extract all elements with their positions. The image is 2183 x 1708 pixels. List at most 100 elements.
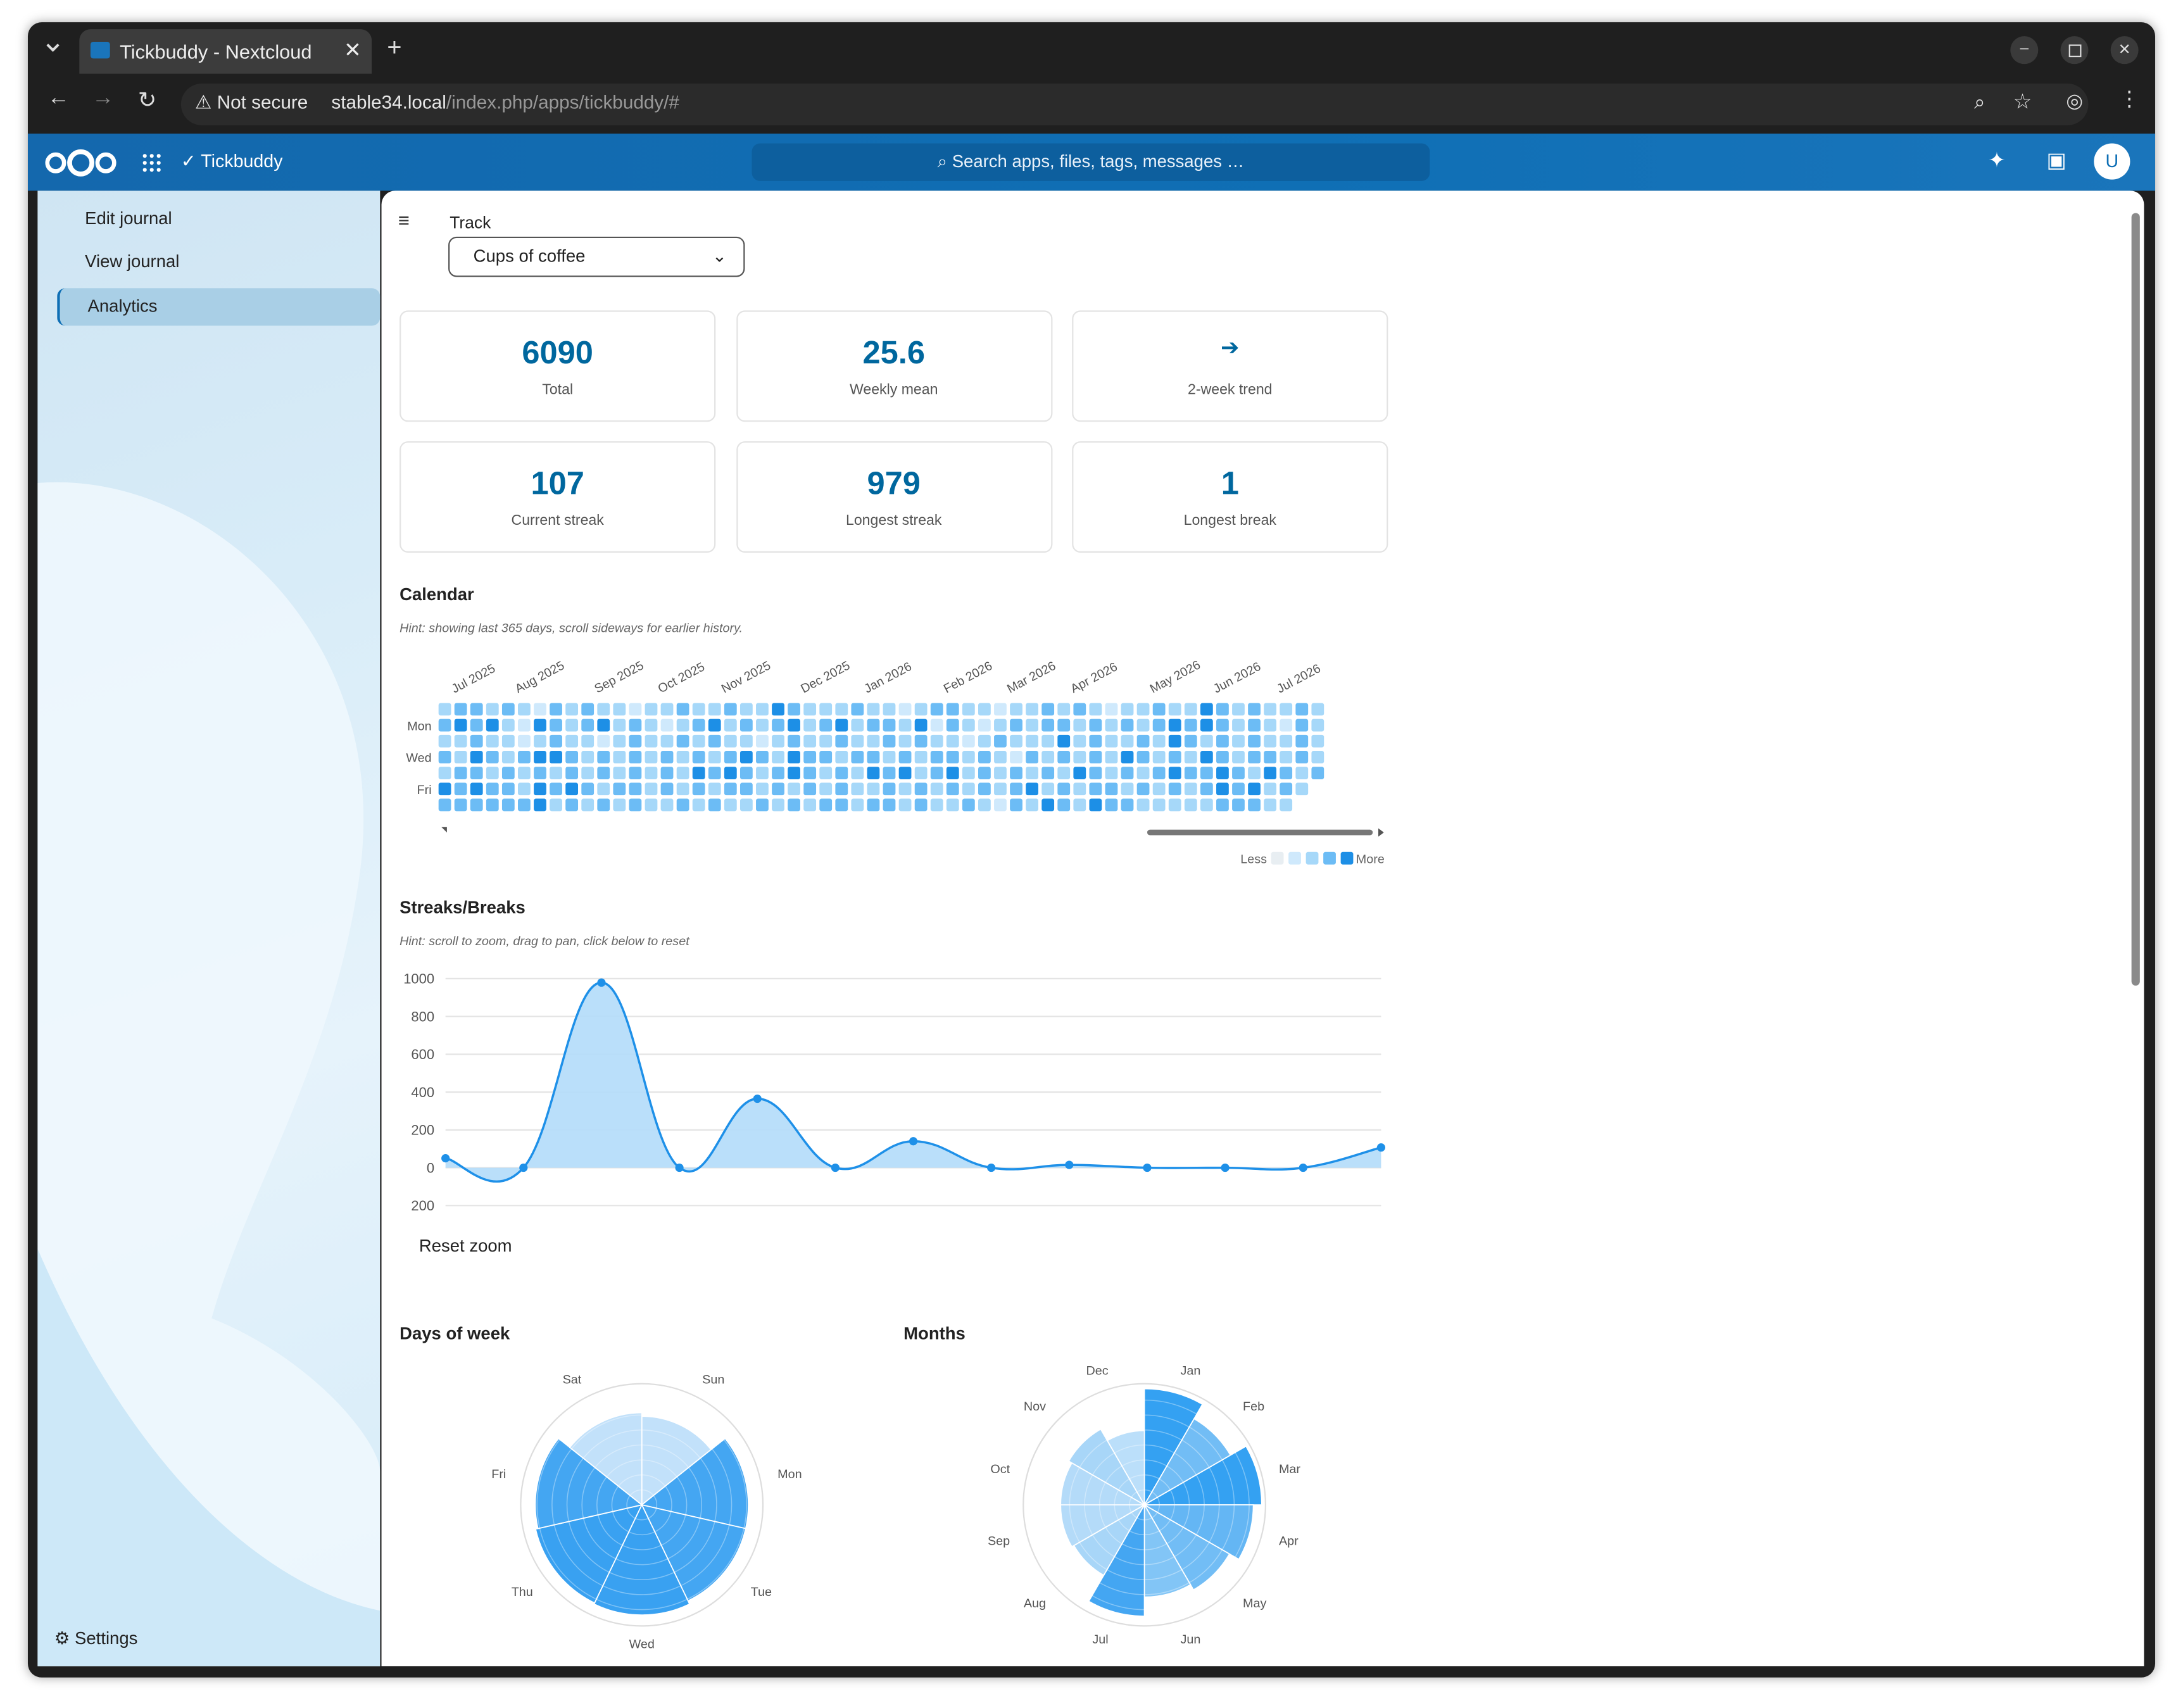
heatmap-cell bbox=[898, 703, 912, 716]
heatmap-cell bbox=[597, 798, 610, 812]
heatmap-cell bbox=[978, 734, 991, 748]
heatmap-cell bbox=[1121, 703, 1134, 716]
point bbox=[831, 1163, 840, 1172]
heatmap-cell bbox=[613, 767, 626, 779]
tab[interactable]: Tickbuddy - Nextcloud ✕ bbox=[79, 29, 372, 74]
heatmap-cell bbox=[454, 719, 467, 732]
heatmap-cell bbox=[867, 751, 880, 763]
heatmap-cell bbox=[788, 782, 800, 796]
heatmap-cell bbox=[1105, 782, 1118, 796]
heatmap-cell bbox=[1168, 734, 1181, 748]
heatmap-cell bbox=[454, 751, 467, 763]
nextcloud-logo[interactable] bbox=[44, 149, 116, 177]
heatmap-cell bbox=[1200, 719, 1213, 732]
polar-ring bbox=[536, 1399, 747, 1611]
assistant[interactable]: ✦ bbox=[1988, 149, 2006, 173]
scroll-left[interactable] bbox=[441, 827, 447, 832]
heatmap-cell bbox=[1057, 751, 1071, 763]
polar-label: Mar bbox=[1279, 1462, 1300, 1476]
calendar-scrollbar[interactable] bbox=[1147, 829, 1373, 836]
heatmap-cell bbox=[962, 782, 975, 796]
profile[interactable]: ◎ bbox=[2066, 89, 2084, 111]
heatmap-cell bbox=[867, 782, 880, 796]
tab-title: Tickbuddy - Nextcloud bbox=[120, 40, 312, 63]
contacts[interactable]: ▣ bbox=[2046, 149, 2067, 173]
tab-menu[interactable] bbox=[42, 36, 64, 58]
heatmap-cell bbox=[724, 782, 737, 796]
reset-zoom[interactable]: Reset zoom bbox=[418, 1236, 512, 1256]
heatmap-cell bbox=[518, 751, 531, 763]
settings[interactable]: ⚙ Settings bbox=[54, 1628, 138, 1648]
heatmap-cell bbox=[1121, 734, 1134, 748]
heatmap-cell bbox=[1295, 782, 1309, 796]
app-link[interactable]: ✓ Tickbuddy bbox=[180, 150, 283, 172]
heatmap-cell bbox=[962, 719, 975, 732]
heatmap-cell bbox=[978, 798, 991, 812]
heatmap-cell bbox=[819, 767, 833, 779]
toggle-navigation[interactable]: ≡ bbox=[398, 208, 410, 232]
stat-label: 2-week trend bbox=[1188, 381, 1273, 398]
favicon bbox=[90, 41, 110, 59]
heatmap-cell bbox=[486, 734, 499, 748]
heatmap-cell bbox=[613, 734, 626, 748]
legend-swatch bbox=[1323, 851, 1336, 865]
heatmap-cell bbox=[851, 703, 864, 716]
scroll-right[interactable] bbox=[1378, 828, 1384, 837]
heatmap-cell bbox=[1057, 703, 1071, 716]
heatmap-cell bbox=[978, 719, 991, 732]
legend-swatch bbox=[1305, 851, 1319, 865]
new-tab[interactable]: + bbox=[387, 33, 402, 61]
heatmap-cell bbox=[930, 767, 943, 779]
heatmap-cell bbox=[534, 719, 546, 732]
nav-item-active[interactable]: Analytics bbox=[57, 288, 381, 326]
zoom-icon[interactable]: ⌕ bbox=[1974, 90, 1985, 113]
security-indicator[interactable]: ⚠ Not secure bbox=[194, 92, 308, 113]
apps-menu[interactable] bbox=[142, 153, 161, 173]
track-select[interactable]: Cups of coffee ⌄ bbox=[448, 236, 745, 277]
address-bar[interactable]: ⚠ Not secure stable34.local/index.php/ap… bbox=[180, 83, 2089, 125]
heatmap-cell bbox=[1073, 782, 1086, 796]
stat-value: 1 bbox=[1221, 465, 1239, 501]
heatmap-cell bbox=[946, 798, 959, 812]
heatmap-cell bbox=[1232, 703, 1245, 716]
close-window[interactable]: ✕ bbox=[2110, 36, 2139, 65]
tab-close[interactable]: ✕ bbox=[344, 39, 362, 63]
avatar[interactable]: U bbox=[2094, 143, 2130, 180]
forward[interactable]: → bbox=[92, 86, 115, 110]
nav-item[interactable]: Edit journal bbox=[85, 208, 172, 229]
main-content: ≡ Track Cups of coffee ⌄ 6090 Total 25.6 Wee… bbox=[381, 191, 2144, 1667]
search-box[interactable]: ⌕ Search apps, files, tags, messages … bbox=[752, 143, 1430, 181]
heatmap-cell bbox=[565, 719, 579, 732]
heatmap-cell bbox=[1184, 798, 1197, 812]
stat-card: 6090 Total bbox=[399, 310, 716, 422]
stat-card: 979 Longest streak bbox=[736, 441, 1052, 553]
heatmap-cell bbox=[470, 767, 483, 779]
heatmap-cell bbox=[565, 734, 579, 748]
heatmap-cell bbox=[962, 703, 975, 716]
heatmap-cell bbox=[898, 767, 912, 779]
heatmap-cell bbox=[1089, 751, 1102, 763]
heatmap-cell bbox=[645, 703, 658, 716]
polar-label: Jan bbox=[1180, 1364, 1200, 1378]
column-label: Jun 2026 bbox=[1211, 660, 1263, 696]
nav-item[interactable]: View journal bbox=[85, 252, 180, 272]
bookmark[interactable]: ☆ bbox=[2013, 90, 2032, 115]
point bbox=[1221, 1163, 1230, 1172]
minimize[interactable]: – bbox=[2010, 36, 2039, 65]
legend-swatch bbox=[1288, 851, 1301, 865]
column-label: Jul 2026 bbox=[1274, 662, 1323, 696]
polar-ring bbox=[596, 1459, 688, 1550]
maximize[interactable] bbox=[2060, 36, 2089, 65]
heatmap-cell bbox=[1089, 719, 1102, 732]
heatmap-cell bbox=[1216, 719, 1229, 732]
heatmap-cell bbox=[438, 751, 451, 763]
browser-menu[interactable]: ⋮ bbox=[2118, 87, 2140, 111]
heatmap-cell bbox=[1136, 751, 1150, 763]
heatmap-cell bbox=[534, 782, 546, 796]
polar-slice bbox=[534, 1437, 643, 1529]
heatmap-cell bbox=[550, 719, 562, 732]
heatmap-cell bbox=[756, 751, 769, 763]
scrollbar-thumb[interactable] bbox=[2131, 213, 2140, 986]
back[interactable]: ← bbox=[47, 86, 70, 110]
reload[interactable]: ↻ bbox=[137, 89, 157, 113]
